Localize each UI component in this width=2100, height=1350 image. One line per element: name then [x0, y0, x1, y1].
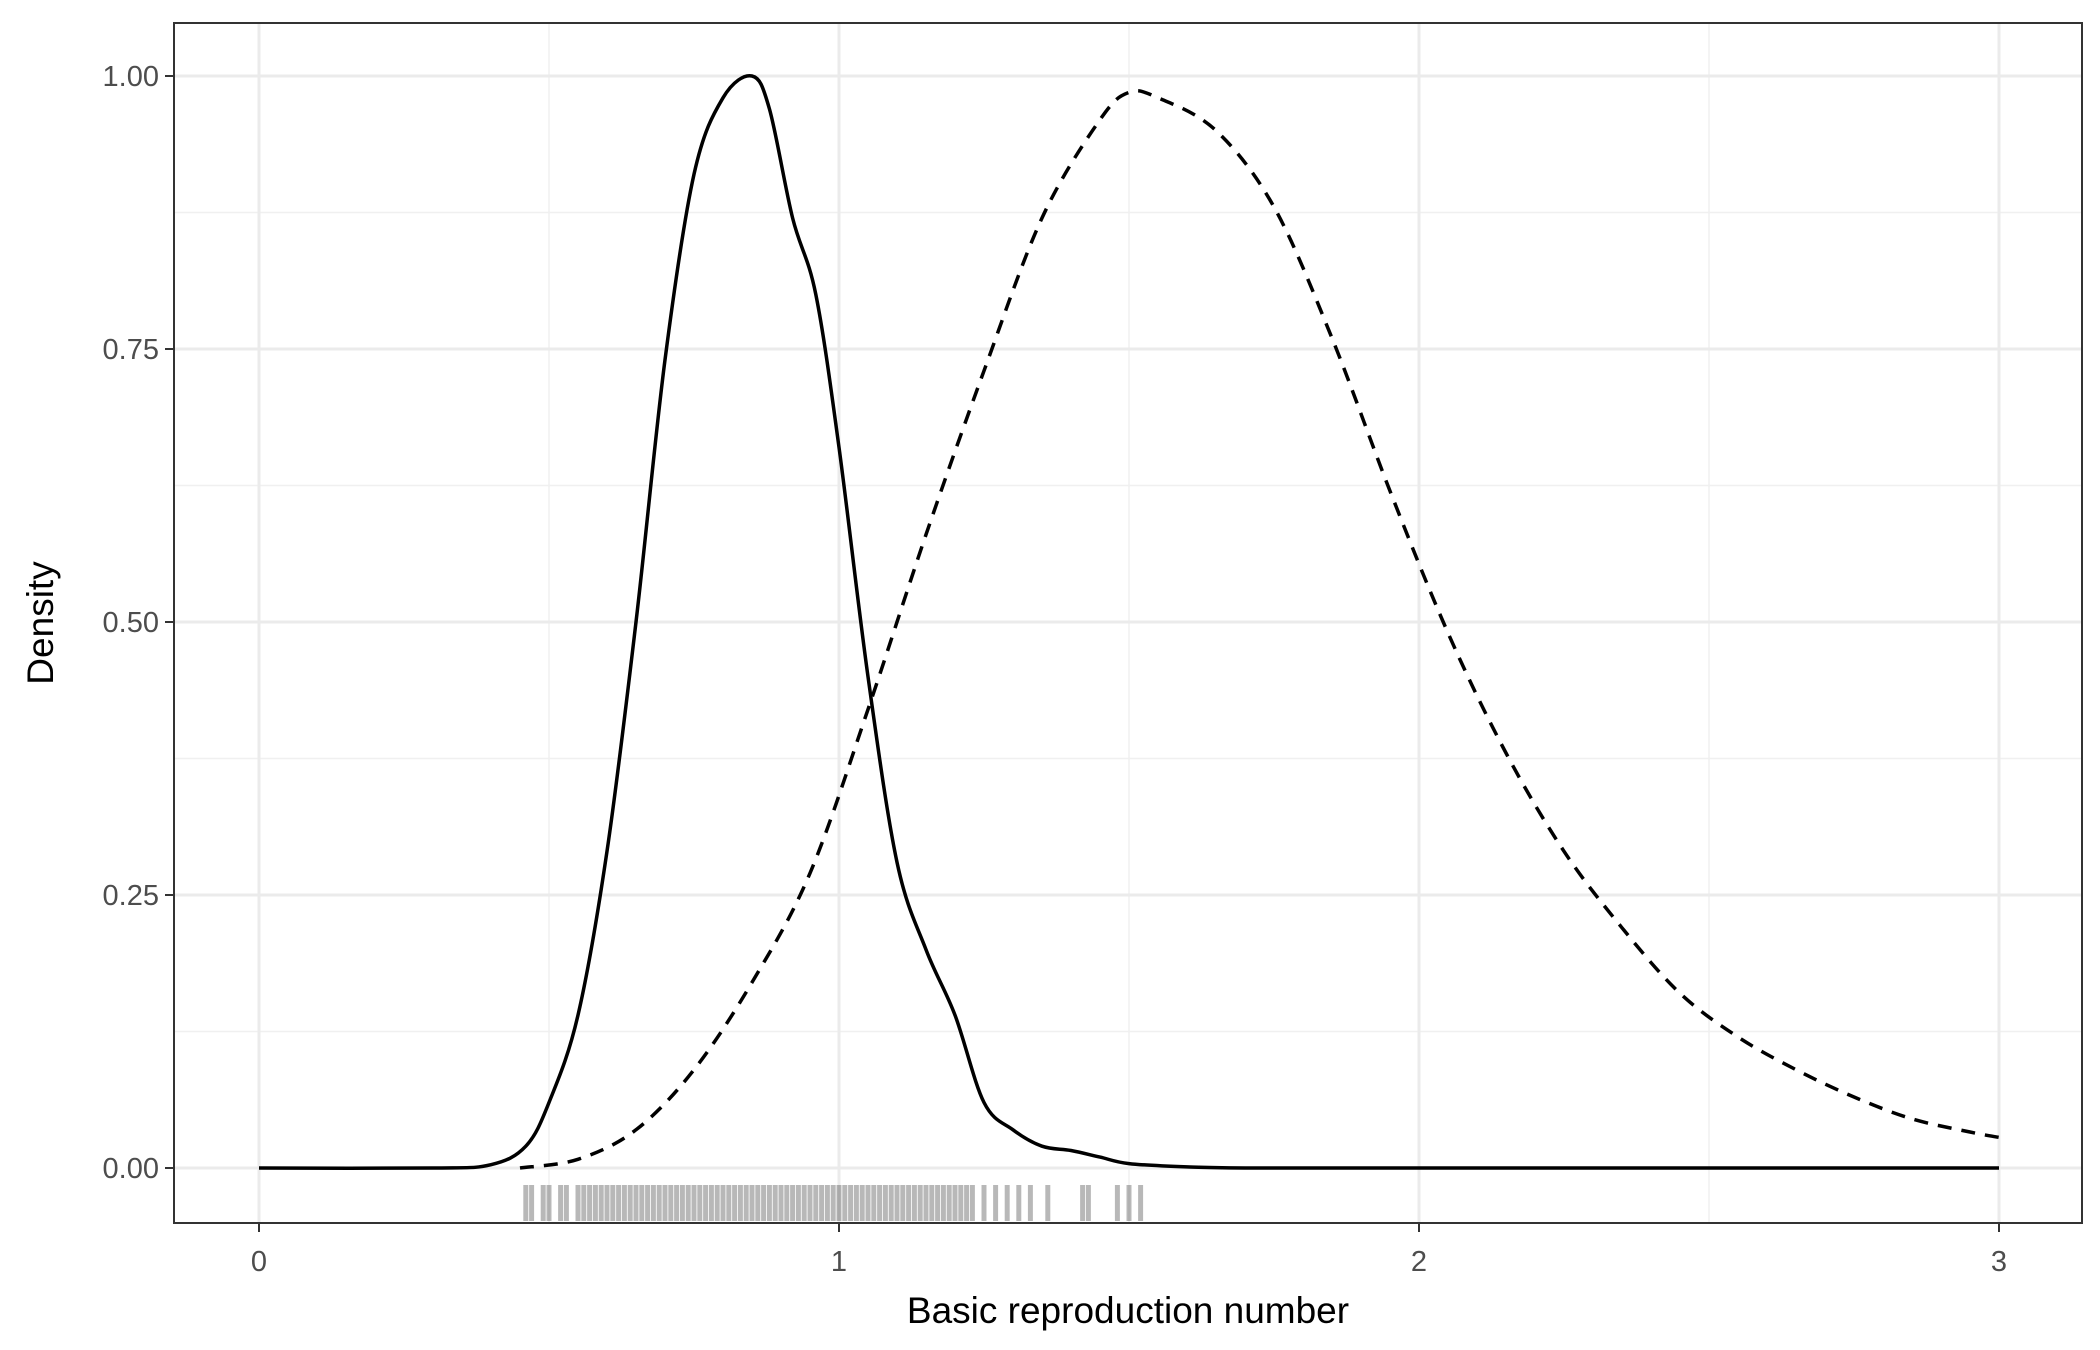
- major-gridlines: [174, 23, 2082, 1223]
- x-axis: 0 1 2 3: [251, 1223, 2007, 1278]
- x-tick-label: 0: [251, 1246, 267, 1278]
- y-tick-label: 0.00: [103, 1153, 159, 1185]
- x-tick-label: 1: [831, 1246, 847, 1278]
- y-tick-label: 0.50: [103, 607, 159, 639]
- y-tick-label: 0.25: [103, 880, 159, 912]
- density-curves: [258, 74, 2000, 1170]
- y-tick-label: 0.75: [103, 334, 159, 366]
- x-tick-label: 3: [1991, 1246, 2007, 1278]
- rug-marks: [523, 1185, 1144, 1221]
- y-axis-title: Density: [20, 561, 61, 685]
- y-tick-label: 1.00: [103, 61, 159, 93]
- x-tick-label: 2: [1411, 1246, 1427, 1278]
- x-axis-title: Basic reproduction number: [907, 1290, 1349, 1331]
- solid-density-curve: [258, 74, 1999, 1170]
- y-axis: 0.00 0.25 0.50 0.75 1.00: [103, 61, 174, 1185]
